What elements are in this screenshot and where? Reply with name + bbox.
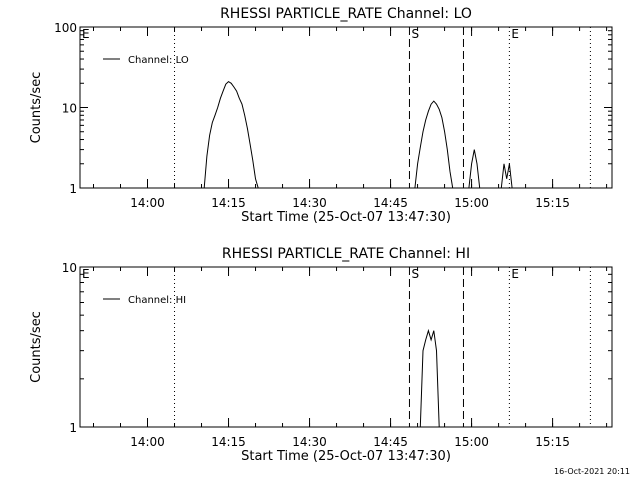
- y-tick-label: 100: [54, 21, 77, 35]
- x-tick-label: 14:15: [211, 196, 246, 210]
- legend-entry: Channel: HI: [128, 295, 186, 306]
- event-marker-label: E: [82, 27, 90, 41]
- x-tick-label: 14:45: [373, 435, 408, 449]
- x-axis-label: Start Time (25-Oct-07 13:47:30): [241, 210, 451, 225]
- panel-2: RHESSI PARTICLE_RATE Channel: HI 14:00 14:…: [29, 246, 613, 464]
- chart-title: RHESSI PARTICLE_RATE Channel: HI: [222, 246, 470, 262]
- footer-timestamp: 16-Oct-2021 20:11: [554, 467, 630, 476]
- legend: Channel: LO: [103, 55, 189, 66]
- x-axis-label: Start Time (25-Oct-07 13:47:30): [241, 449, 451, 464]
- x-tick-label: 14:00: [130, 196, 165, 210]
- event-marker-label: S: [411, 27, 419, 41]
- event-marker-label: E: [82, 267, 90, 281]
- x-tick-label: 15:00: [454, 196, 489, 210]
- y-tick-label: 10: [62, 102, 77, 116]
- y-tick-label: 10: [62, 261, 77, 275]
- y-axis-label: Counts/sec: [29, 311, 44, 383]
- x-tick-label: 14:30: [292, 196, 327, 210]
- legend-entry: Channel: LO: [128, 55, 189, 66]
- event-marker-label: E: [511, 267, 519, 281]
- series-line: [468, 149, 481, 189]
- y-tick-label: 1: [69, 421, 77, 435]
- y-tick-label: 1: [69, 182, 77, 196]
- panels: RHESSI PARTICLE_RATE Channel: LO 14:00 14:…: [29, 6, 613, 464]
- event-marker-label: E: [511, 27, 519, 41]
- panel-1: RHESSI PARTICLE_RATE Channel: LO 14:00 14:…: [29, 6, 613, 225]
- series-line: [419, 328, 440, 428]
- x-tick-label: 15:15: [535, 196, 570, 210]
- event-marker-label: S: [411, 267, 419, 281]
- legend: Channel: HI: [103, 295, 186, 306]
- x-tick-label: 15:00: [454, 435, 489, 449]
- x-tick-label: 14:00: [130, 435, 165, 449]
- x-tick-label: 14:15: [211, 435, 246, 449]
- x-tick-label: 15:15: [535, 435, 570, 449]
- series-line: [203, 80, 259, 189]
- x-tick-label: 14:30: [292, 435, 327, 449]
- chart-title: RHESSI PARTICLE_RATE Channel: LO: [220, 6, 472, 22]
- series-line: [500, 163, 513, 189]
- series-line: [414, 100, 454, 189]
- x-tick-label: 14:45: [373, 196, 408, 210]
- y-axis-label: Counts/sec: [29, 72, 44, 144]
